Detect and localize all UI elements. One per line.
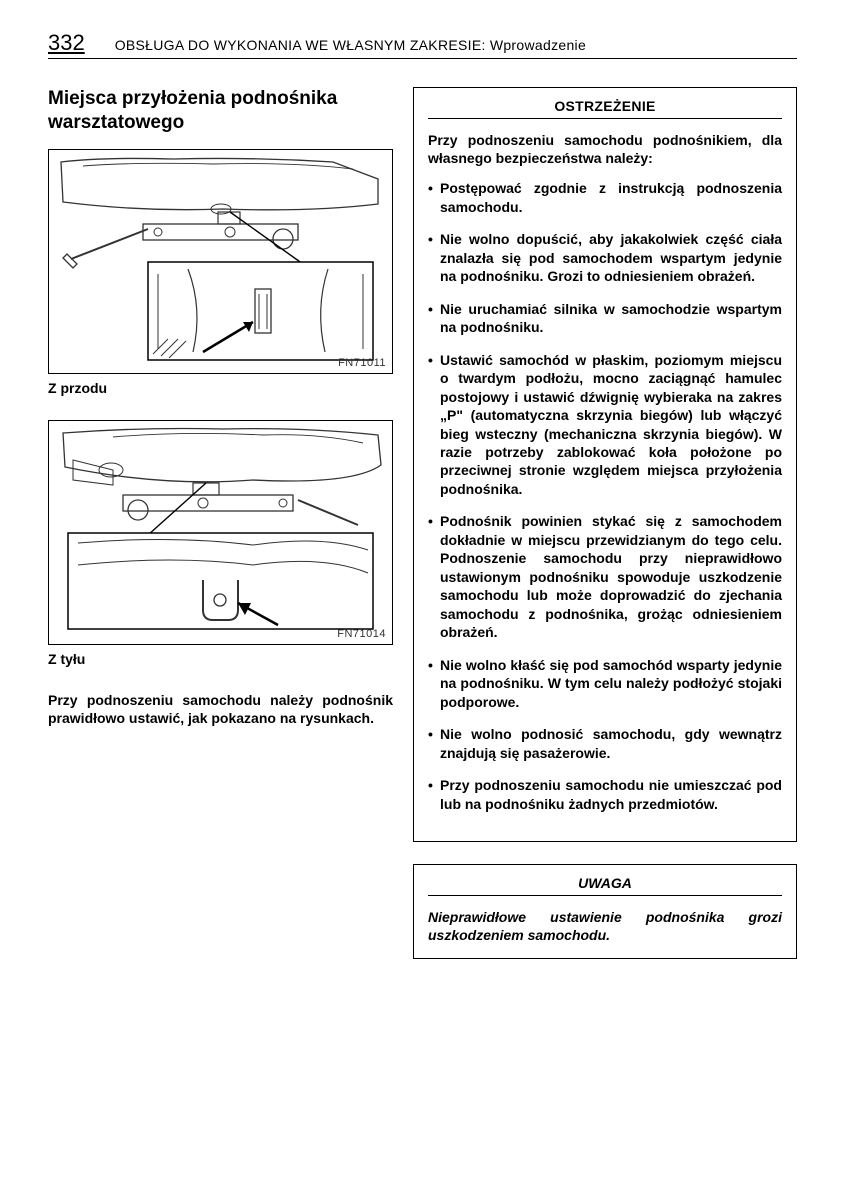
warning-box: OSTRZEŻENIE Przy podnoszeniu samochodu p… [413, 87, 797, 842]
figure-caption-front: Z przodu [48, 380, 393, 396]
warning-item: Nie uruchamiać silnika w samochodzie wsp… [428, 300, 782, 337]
warning-item: Podnośnik powinien stykać się z samochod… [428, 512, 782, 641]
figure-front: FN71011 [48, 149, 393, 374]
note-text: Nieprawidłowe ustawienie podnośnika groz… [428, 908, 782, 944]
warning-item: Nie wolno podnosić samochodu, gdy wewnąt… [428, 725, 782, 762]
section-title: Miejsca przyłożenia podnośnika warsztato… [48, 87, 393, 135]
page-header: 332 OBSŁUGA DO WYKONANIA WE WŁASNYM ZAKR… [48, 30, 797, 59]
warning-item: Ustawić samochód w płaskim, poziomym mie… [428, 351, 782, 499]
warning-item: Nie wolno dopuścić, aby jakakolwiek częś… [428, 230, 782, 285]
note-box: UWAGA Nieprawidłowe ustawienie podnośnik… [413, 864, 797, 959]
figure-rear: FN71014 [48, 420, 393, 645]
content-columns: Miejsca przyłożenia podnośnika warsztato… [48, 87, 797, 959]
note-rule [428, 895, 782, 896]
chapter-title: OBSŁUGA DO WYKONANIA WE WŁASNYM ZAKRESIE… [115, 37, 586, 53]
figure-code: FN71011 [338, 357, 386, 369]
warning-rule [428, 118, 782, 119]
note-title: UWAGA [428, 875, 782, 891]
body-paragraph: Przy podnoszeniu samochodu należy podnoś… [48, 691, 393, 729]
warning-item: Postępować zgodnie z instrukcją podnosze… [428, 179, 782, 216]
warning-item: Nie wolno kłaść się pod samochód wsparty… [428, 656, 782, 711]
jack-rear-illustration [53, 425, 388, 640]
warning-intro: Przy podnoszeniu samochodu podnośnikiem,… [428, 131, 782, 167]
left-column: Miejsca przyłożenia podnośnika warsztato… [48, 87, 393, 959]
right-column: OSTRZEŻENIE Przy podnoszeniu samochodu p… [413, 87, 797, 959]
jack-front-illustration [53, 154, 388, 369]
page-number: 332 [48, 30, 85, 56]
figure-caption-rear: Z tyłu [48, 651, 393, 667]
figure-code: FN71014 [337, 628, 386, 640]
warning-item: Przy podnoszeniu samochodu nie umieszcza… [428, 776, 782, 813]
warning-title: OSTRZEŻENIE [428, 98, 782, 114]
warning-list: Postępować zgodnie z instrukcją podnosze… [428, 179, 782, 813]
